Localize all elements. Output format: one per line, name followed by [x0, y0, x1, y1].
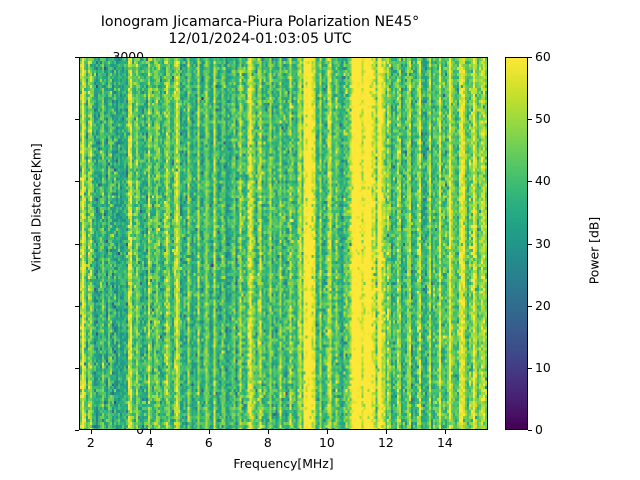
colorbar-tick-mark	[528, 243, 532, 245]
colorbar-tick-mark	[528, 367, 532, 369]
x-tick-mark	[326, 430, 328, 434]
x-tick-mark	[208, 430, 210, 434]
x-tick-mark	[149, 430, 151, 434]
x-axis-label: Frequency[MHz]	[233, 456, 334, 471]
x-tick-label: 6	[204, 435, 213, 450]
colorbar-tick-label: 60	[535, 49, 551, 64]
colorbar-tick-mark	[528, 57, 532, 58]
colorbar-tick-label: 10	[535, 359, 551, 375]
colorbar-tick-label: 30	[535, 235, 551, 251]
x-tick-label: 10	[318, 435, 335, 450]
y-tick-mark	[75, 119, 79, 121]
colorbar-tick-label: 20	[535, 297, 551, 313]
colorbar-tick-mark	[528, 119, 532, 121]
ionogram-heatmap-canvas	[80, 58, 487, 429]
x-tick-mark	[444, 430, 446, 434]
heatmap-plot-area	[79, 57, 488, 430]
x-tick-label: 4	[145, 435, 154, 450]
y-tick-mark	[75, 305, 79, 307]
x-tick-mark	[90, 430, 92, 434]
colorbar-tick-label: 50	[535, 111, 551, 127]
x-tick-label: 12	[378, 435, 394, 450]
colorbar-gradient	[506, 58, 527, 429]
colorbar-label: Power [dB]	[586, 216, 602, 285]
chart-title: Ionogram Jicamarca-Piura Polarization NE…	[0, 14, 520, 48]
x-tick-label: 8	[263, 435, 272, 450]
colorbar-tick-label: 0	[535, 422, 543, 437]
x-tick-label: 2	[86, 435, 95, 450]
x-tick-mark	[267, 430, 269, 434]
colorbar-tick-mark	[528, 181, 532, 183]
y-axis-label: Virtual Distance[Km]	[28, 143, 44, 272]
y-tick-mark	[75, 243, 79, 245]
colorbar-tick-mark	[528, 430, 532, 431]
y-tick-mark	[75, 430, 79, 431]
y-tick-mark	[75, 367, 79, 369]
chart-title-line-2: 12/01/2024-01:03:05 UTC	[168, 31, 352, 47]
colorbar-tick-mark	[528, 305, 532, 307]
y-tick-mark	[75, 181, 79, 183]
y-tick-mark	[75, 57, 79, 58]
x-tick-mark	[385, 430, 387, 434]
x-tick-label: 14	[437, 435, 453, 450]
colorbar-tick-label: 40	[535, 173, 551, 189]
chart-title-line-1: Ionogram Jicamarca-Piura Polarization NE…	[100, 14, 420, 30]
colorbar	[505, 57, 528, 430]
